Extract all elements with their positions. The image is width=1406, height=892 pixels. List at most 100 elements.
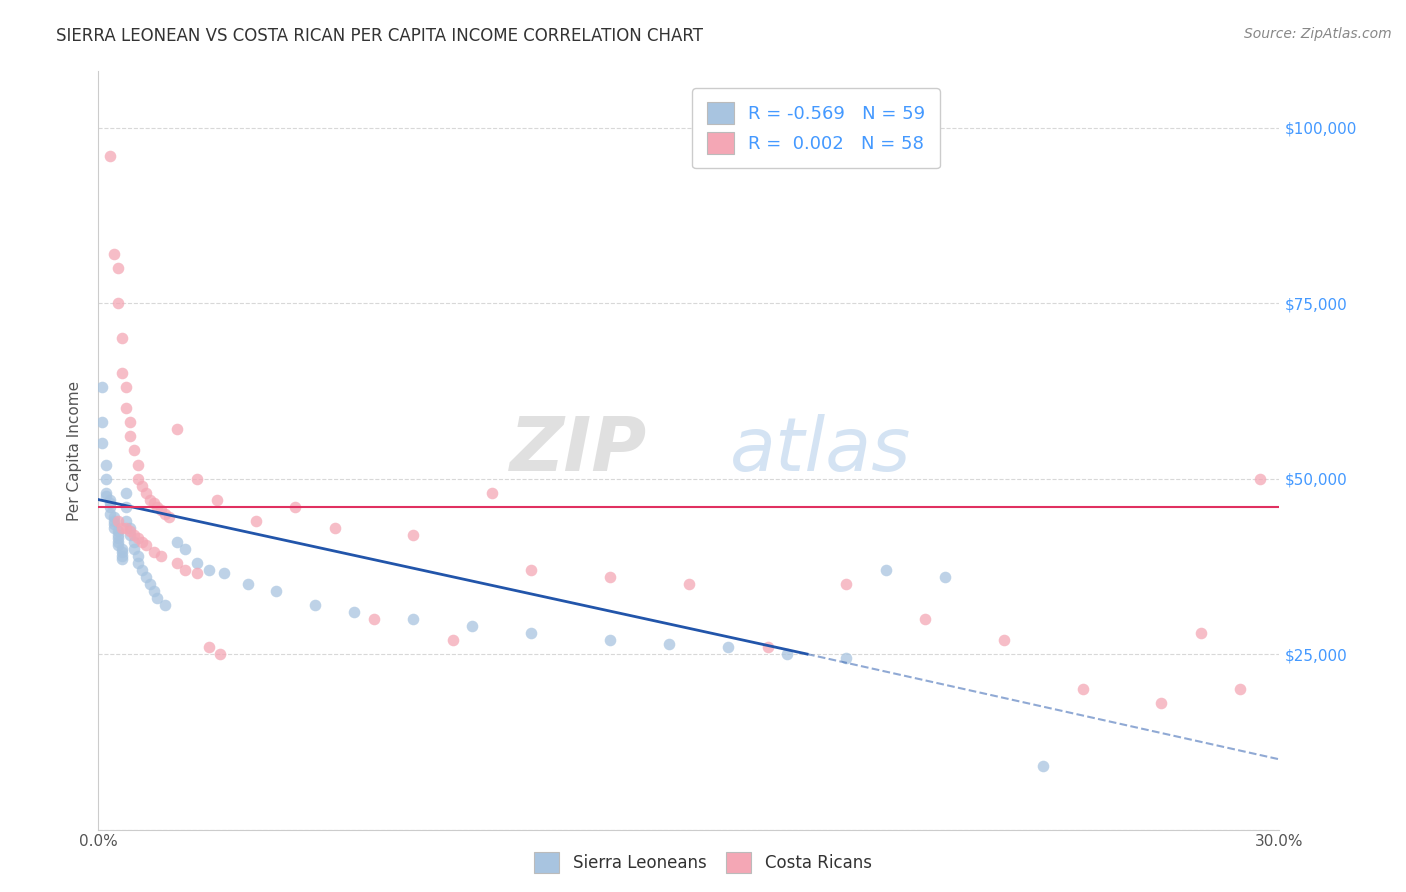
Point [284, 500, 307, 514]
Point [155, 598, 177, 612]
Point [107, 524, 129, 539]
Point [461, 619, 484, 633]
Point [205, 492, 228, 507]
Point [197, 640, 219, 654]
Point [186, 471, 208, 485]
Point [142, 496, 165, 510]
Point [127, 471, 149, 485]
Point [111, 552, 134, 566]
Point [107, 534, 129, 549]
Point [131, 478, 153, 492]
Point [402, 612, 425, 626]
Legend: R = -0.569   N = 59, R =  0.002   N = 58: R = -0.569 N = 59, R = 0.002 N = 58 [692, 88, 939, 168]
Point [115, 521, 138, 535]
Point [96, 485, 118, 500]
Point [107, 538, 129, 552]
Point [107, 260, 129, 275]
Point [103, 510, 125, 524]
Point [135, 485, 157, 500]
Point [402, 527, 425, 541]
Point [103, 247, 125, 261]
Point [157, 510, 180, 524]
Point [245, 514, 267, 528]
Point [1032, 759, 1054, 773]
Point [135, 570, 157, 584]
Point [186, 566, 208, 581]
Point [1071, 682, 1094, 697]
Point [118, 527, 141, 541]
Point [441, 633, 464, 648]
Point [111, 366, 134, 380]
Point [323, 521, 346, 535]
Point [111, 541, 134, 556]
Point [96, 489, 118, 503]
Point [127, 458, 149, 472]
Point [717, 640, 740, 654]
Point [142, 583, 165, 598]
Point [98, 507, 121, 521]
Point [209, 647, 232, 661]
Point [115, 485, 138, 500]
Point [835, 577, 858, 591]
Text: SIERRA LEONEAN VS COSTA RICAN PER CAPITA INCOME CORRELATION CHART: SIERRA LEONEAN VS COSTA RICAN PER CAPITA… [56, 27, 703, 45]
Point [166, 422, 188, 436]
Point [186, 556, 208, 570]
Point [1249, 471, 1271, 485]
Point [150, 503, 173, 517]
Point [1229, 682, 1251, 697]
Point [98, 492, 121, 507]
Point [96, 458, 118, 472]
Point [363, 612, 385, 626]
Point [776, 647, 799, 661]
Point [118, 521, 141, 535]
Point [934, 570, 956, 584]
Point [122, 527, 145, 541]
Point [166, 556, 188, 570]
Point [236, 577, 259, 591]
Point [111, 549, 134, 563]
Point [127, 556, 149, 570]
Point [835, 650, 858, 665]
Point [678, 577, 700, 591]
Point [150, 549, 173, 563]
Point [914, 612, 936, 626]
Point [127, 549, 149, 563]
Point [122, 534, 145, 549]
Point [197, 563, 219, 577]
Point [91, 436, 114, 450]
Point [658, 636, 681, 650]
Point [107, 531, 129, 545]
Point [107, 527, 129, 541]
Point [520, 626, 543, 640]
Point [98, 496, 121, 510]
Point [115, 401, 138, 416]
Point [111, 545, 134, 559]
Point [1150, 696, 1173, 710]
Point [118, 429, 141, 443]
Point [135, 538, 157, 552]
Point [264, 583, 287, 598]
Point [174, 563, 197, 577]
Point [115, 514, 138, 528]
Point [1189, 626, 1212, 640]
Point [98, 500, 121, 514]
Point [118, 416, 141, 430]
Point [103, 521, 125, 535]
Point [103, 514, 125, 528]
Point [96, 471, 118, 485]
Point [103, 517, 125, 532]
Point [520, 563, 543, 577]
Point [993, 633, 1015, 648]
Point [304, 598, 326, 612]
Y-axis label: Per Capita Income: Per Capita Income [67, 380, 83, 521]
Point [115, 500, 138, 514]
Point [166, 534, 188, 549]
Point [138, 577, 160, 591]
Point [146, 500, 169, 514]
Point [599, 570, 621, 584]
Point [155, 507, 177, 521]
Point [127, 531, 149, 545]
Point [146, 591, 169, 605]
Point [107, 296, 129, 310]
Point [107, 514, 129, 528]
